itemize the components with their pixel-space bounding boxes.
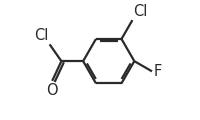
Text: Cl: Cl <box>34 28 48 43</box>
Text: Cl: Cl <box>134 4 148 19</box>
Text: F: F <box>153 64 161 79</box>
Text: O: O <box>46 83 58 98</box>
